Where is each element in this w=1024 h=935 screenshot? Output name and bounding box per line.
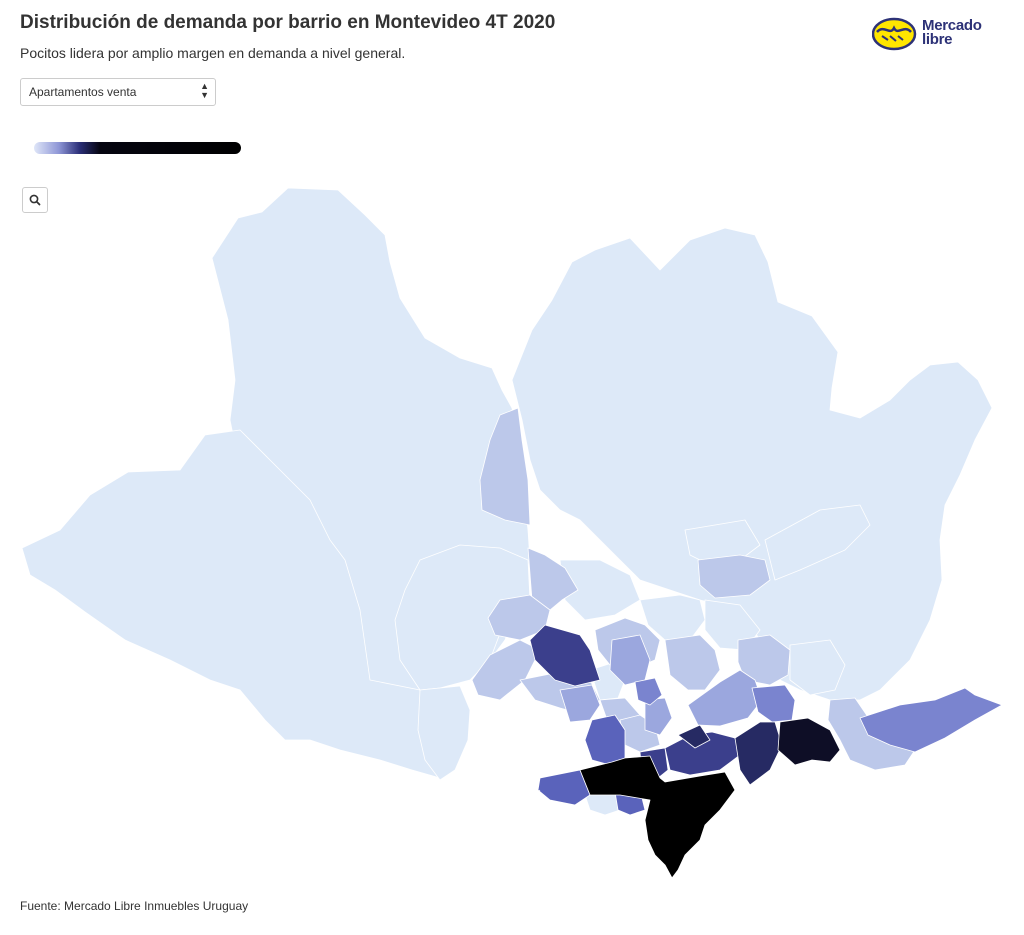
page-subtitle: Pocitos lidera por amplio margen en dema… [20,45,406,61]
zoom-button[interactable] [22,187,48,213]
barrio-region[interactable] [734,721,783,786]
color-scale-legend [34,142,241,154]
barrio-region[interactable] [511,227,993,701]
property-type-selected: Apartamentos venta [29,85,137,99]
barrio-region[interactable] [584,714,626,766]
handshake-logo-icon [871,17,917,51]
barrio-region[interactable] [789,639,846,696]
barrio-region[interactable] [559,559,641,621]
barrio-region[interactable] [487,594,551,641]
barrio-region[interactable] [677,724,711,749]
search-icon [29,194,41,206]
barrio-region[interactable] [697,554,771,599]
barrio-region[interactable] [764,504,871,581]
source-note: Fuente: Mercado Libre Inmuebles Uruguay [20,899,249,913]
barrio-region[interactable] [664,634,721,691]
property-type-select[interactable]: Apartamentos venta ▲ ▼ [20,78,216,106]
barrio-region[interactable] [479,407,531,526]
barrio-region[interactable] [584,791,621,816]
barrio-region[interactable] [639,594,706,641]
barrio-region[interactable] [471,639,541,701]
barrio-region[interactable] [417,685,471,781]
barrio-region[interactable] [634,677,663,706]
barrio-region[interactable] [559,684,601,723]
barrio-region[interactable] [737,634,791,686]
page-title: Distribución de demanda por barrio en Mo… [20,12,556,33]
barrio-region[interactable] [529,624,601,687]
logo-wordmark: Mercado libre [922,17,982,48]
select-arrows-icon: ▲ ▼ [200,81,209,100]
barrio-region[interactable] [751,684,796,723]
barrio-region[interactable] [777,717,841,766]
mercado-libre-logo: Mercado libre [871,14,1004,56]
coastline-accent [524,789,541,806]
barrio-region[interactable] [579,755,736,879]
barrio-region[interactable] [644,697,673,736]
logo-line-2: libre [922,31,953,48]
logo-line-1: Mercado [922,17,982,34]
barrio-region[interactable] [859,687,1003,753]
